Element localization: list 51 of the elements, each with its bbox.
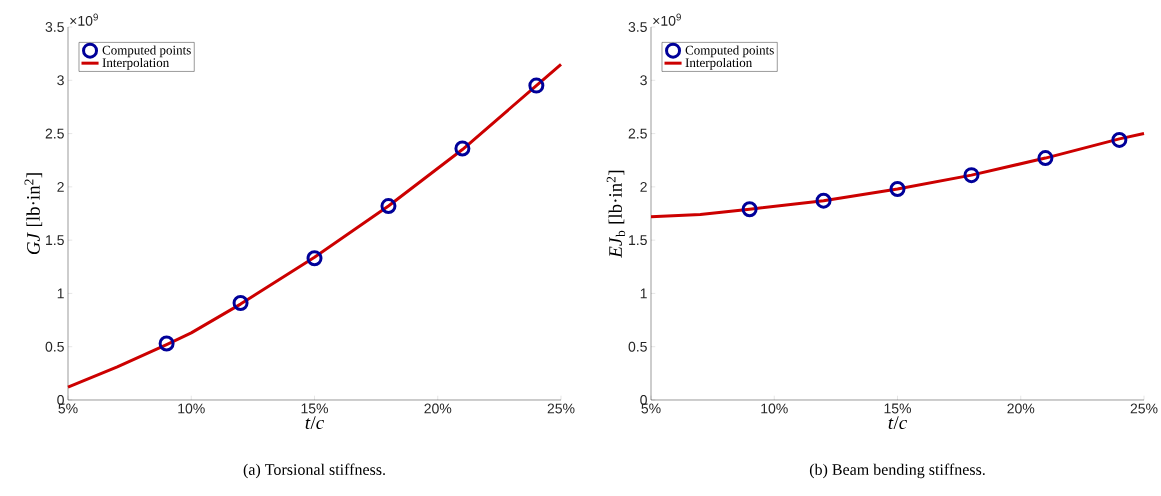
legend-label: Interpolation xyxy=(685,57,753,70)
point xyxy=(889,180,906,197)
x-tick-label: 15% xyxy=(301,403,329,414)
y-tick-label: 0.5 xyxy=(45,341,64,352)
point xyxy=(741,201,758,218)
x-tick-label: 10% xyxy=(761,403,788,414)
point xyxy=(963,167,980,184)
y-tick-label: 2 xyxy=(640,181,647,192)
x-tick-label: 25% xyxy=(1130,403,1158,414)
x-tick-label: 20% xyxy=(424,403,452,414)
y-tick-label: 1 xyxy=(640,288,647,299)
y-tick-label: 0 xyxy=(57,395,64,405)
text: (b) Beam bending stiffness. xyxy=(809,463,985,479)
y-tick-label: 3 xyxy=(640,75,647,86)
point xyxy=(528,77,545,94)
point xyxy=(306,250,323,267)
point xyxy=(232,295,249,312)
x-tick-label: 20% xyxy=(1007,403,1035,414)
y-tick-label: 1.5 xyxy=(629,235,647,246)
legend-label: Computed points xyxy=(685,45,774,58)
y-axis-title: EJ$_{b}$ [lb·in$^{2}$] xyxy=(606,170,626,258)
y-tick-label: 2.5 xyxy=(45,128,64,139)
x-axis-title: t/c xyxy=(305,416,324,430)
y-tick-label: 1.5 xyxy=(46,235,64,246)
line-series xyxy=(649,132,1146,219)
y-tick-label: 3.5 xyxy=(45,22,64,32)
y-tick-label: 2 xyxy=(57,181,64,192)
point xyxy=(454,140,471,157)
y-tick-label: 0.5 xyxy=(628,341,647,352)
y-tick-label: 1 xyxy=(57,288,64,299)
text: ×10$^{9}$ xyxy=(653,13,681,26)
legend-label: Interpolation xyxy=(102,57,170,70)
x-tick-label: 25% xyxy=(547,403,575,414)
x-tick-label: 5% xyxy=(58,403,78,414)
point xyxy=(1111,131,1128,148)
y-tick-label: 2.5 xyxy=(628,128,647,139)
x-axis-title: t/c xyxy=(888,416,907,430)
x-tick-label: 15% xyxy=(884,403,912,414)
point xyxy=(1037,150,1054,167)
legend-label: Computed points xyxy=(102,45,191,58)
text: ×10$^{9}$ xyxy=(70,13,98,26)
y-tick-label: 3 xyxy=(57,75,64,86)
text: (a) Torsional stiffness. xyxy=(243,463,385,479)
point xyxy=(380,198,397,215)
point xyxy=(815,192,832,209)
point xyxy=(158,335,175,352)
y-axis-title: GJ [lb·in$^{2}$] xyxy=(24,173,43,255)
x-tick-label: 5% xyxy=(641,403,661,414)
y-tick-label: 3.5 xyxy=(628,22,647,32)
y-tick-label: 0 xyxy=(640,395,647,405)
x-tick-label: 10% xyxy=(178,403,205,414)
